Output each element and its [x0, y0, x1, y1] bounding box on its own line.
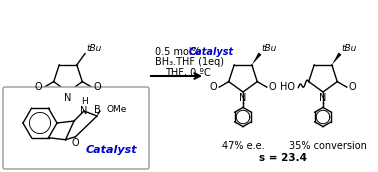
Text: 35% conversion: 35% conversion — [289, 141, 367, 151]
Text: 47% e.e.: 47% e.e. — [222, 141, 264, 151]
Text: THF, 0 ºC: THF, 0 ºC — [165, 68, 211, 78]
Text: O: O — [94, 82, 101, 92]
Text: HO: HO — [280, 82, 295, 92]
Text: N: N — [64, 93, 72, 103]
Text: N: N — [80, 106, 88, 116]
Text: B: B — [94, 105, 101, 115]
Text: O: O — [209, 82, 217, 92]
Text: tBu: tBu — [341, 44, 356, 52]
Text: O: O — [72, 138, 79, 148]
Text: N: N — [319, 93, 327, 103]
Polygon shape — [332, 52, 341, 65]
Text: N: N — [239, 93, 247, 103]
Text: 0.5 mol%: 0.5 mol% — [155, 47, 204, 57]
Text: BH₃.THF (1eq): BH₃.THF (1eq) — [155, 57, 224, 67]
Text: s = 23.4: s = 23.4 — [259, 153, 307, 163]
Text: O: O — [349, 82, 356, 92]
Text: OMe: OMe — [106, 105, 126, 114]
Text: tBu: tBu — [86, 44, 101, 52]
FancyBboxPatch shape — [3, 87, 149, 169]
Text: Catalyst: Catalyst — [189, 47, 234, 57]
Text: H: H — [81, 97, 87, 106]
Text: tBu: tBu — [261, 44, 276, 52]
Text: Catalyst: Catalyst — [86, 145, 137, 155]
Polygon shape — [252, 52, 262, 65]
Text: O: O — [269, 82, 276, 92]
Text: O: O — [34, 82, 42, 92]
